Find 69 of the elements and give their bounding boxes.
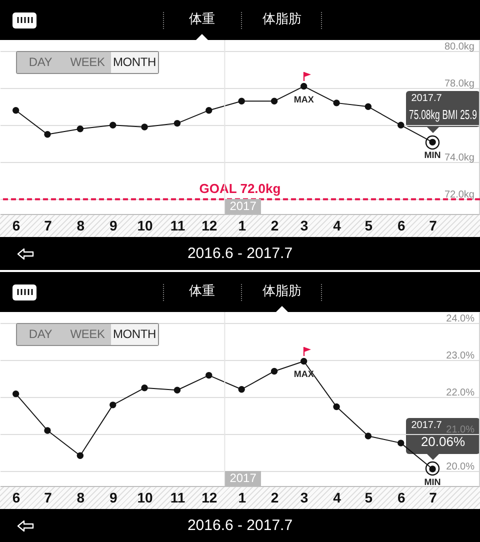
ref-line-label: 2017 bbox=[230, 199, 256, 213]
segment-button: WEEK bbox=[64, 324, 111, 345]
x-tick-label: 12 bbox=[202, 218, 218, 234]
x-tick-label: 6 bbox=[397, 218, 406, 234]
chart-title: 体重 bbox=[189, 11, 215, 29]
y-tick-label: 80.0kg bbox=[444, 42, 474, 53]
y-tick-label: 20.0% bbox=[446, 462, 475, 473]
segment-button: WEEK bbox=[64, 52, 111, 73]
x-tick-label: 4 bbox=[333, 490, 342, 506]
chart-title: 体脂肪 bbox=[262, 283, 302, 301]
x-tick-label: 1 bbox=[238, 218, 246, 234]
x-tick-label: 8 bbox=[76, 490, 85, 506]
ref-line-label: 2017 bbox=[230, 471, 256, 485]
annotation: WEEK bbox=[70, 327, 105, 341]
x-tick-label: 10 bbox=[137, 218, 154, 234]
tooltip: 2017.7 75.08kg BMI 25.9 bbox=[406, 91, 480, 134]
y-tick-label: 23.0% bbox=[446, 350, 475, 362]
annotation: MONTH bbox=[113, 327, 156, 341]
top-bar: 体重 体脂肪 bbox=[0, 272, 480, 312]
annotation: 75.08kg BMI 25.9 bbox=[409, 107, 477, 122]
x-tick-label: 3 bbox=[300, 218, 308, 234]
x-tick-label: 7 bbox=[44, 218, 52, 234]
segment-button: MONTH bbox=[111, 324, 158, 345]
x-tick-label: 7 bbox=[429, 218, 438, 234]
x-tick-label: 3 bbox=[300, 490, 308, 506]
bottom-bar: 2016.6 - 2017.7 bbox=[0, 509, 480, 542]
y-tick-label: 72.0kg bbox=[444, 190, 474, 201]
x-tick-label: 5 bbox=[364, 490, 373, 506]
annotation: MAX bbox=[294, 94, 314, 104]
y-tick-label: 78.0kg bbox=[444, 78, 474, 90]
bottom-bar: 2016.6 - 2017.7 bbox=[0, 237, 480, 270]
x-tick-label: 2 bbox=[270, 218, 279, 234]
x-tick-label: 10 bbox=[137, 490, 154, 506]
y-tick-label: 24.0% bbox=[446, 314, 475, 325]
x-tick-label: 7 bbox=[44, 490, 52, 506]
y-tick-label: 21.0% bbox=[446, 424, 475, 436]
x-tick-label: 9 bbox=[109, 218, 118, 234]
x-tick-label: 6 bbox=[12, 490, 20, 506]
x-tick-label: 2 bbox=[270, 490, 279, 506]
y-tick-label: 22.0% bbox=[446, 388, 475, 399]
annotation: 20.06% bbox=[420, 434, 466, 449]
tag-box: 2017 bbox=[224, 199, 262, 214]
x-tick-label: 11 bbox=[170, 218, 186, 234]
segment-button: DAY bbox=[17, 324, 64, 345]
x-tick-label: 11 bbox=[170, 490, 186, 506]
annotation: WEEK bbox=[70, 55, 105, 69]
top-bar: 体重 体脂肪 bbox=[0, 0, 480, 40]
ref-line-label: GOAL 72.0kg bbox=[199, 181, 281, 196]
x-tick-label: 9 bbox=[109, 490, 118, 506]
segment-button: DAY bbox=[17, 52, 64, 73]
segment-button: MONTH bbox=[111, 52, 158, 73]
annotation: MONTH bbox=[113, 55, 156, 69]
annotation: 2017.7 bbox=[411, 420, 442, 431]
x-tick-label: 8 bbox=[76, 218, 85, 234]
x-tick-label: 5 bbox=[364, 218, 373, 234]
x-tick-label: 12 bbox=[202, 490, 218, 506]
annotation: MIN bbox=[424, 150, 441, 160]
x-tick-label: 7 bbox=[429, 490, 438, 506]
tag-box: 2017 bbox=[224, 471, 262, 486]
annotation: MIN bbox=[424, 476, 441, 487]
x-tick-label: 4 bbox=[333, 218, 342, 234]
annotation: 2017.7 bbox=[411, 93, 442, 104]
y-tick-label: 74.0kg bbox=[444, 152, 474, 164]
x-tick-label: 1 bbox=[238, 490, 246, 506]
annotation: DAY bbox=[28, 55, 52, 69]
x-tick-label: 6 bbox=[12, 218, 20, 234]
annotation: DAY bbox=[28, 327, 52, 341]
x-tick-label: 6 bbox=[397, 490, 406, 506]
annotation: MAX bbox=[294, 369, 314, 380]
